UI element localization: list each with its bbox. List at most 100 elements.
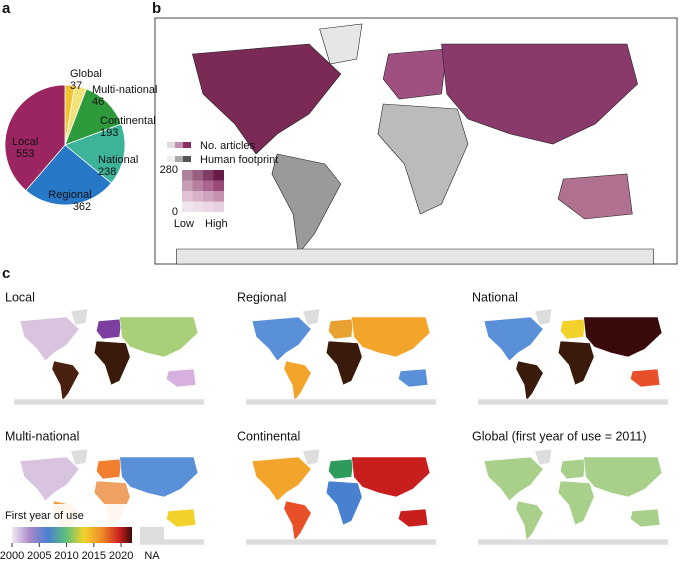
country-region	[325, 340, 363, 386]
country-region	[583, 456, 663, 498]
country-region	[70, 308, 89, 326]
legend-tick-label: 280	[160, 164, 178, 176]
colorbar	[12, 527, 132, 543]
country-region	[245, 398, 437, 406]
legend-label: High	[205, 218, 228, 230]
na-label: NA	[144, 550, 160, 562]
pie-slice	[4, 84, 66, 192]
legend-cell	[192, 201, 203, 212]
country-region	[557, 173, 633, 220]
legend-swatch	[175, 156, 183, 162]
country-region	[327, 458, 355, 480]
panel-letter: a	[2, 0, 11, 17]
panel-letter: b	[152, 0, 161, 17]
map-title: National	[472, 290, 518, 304]
colorbar-title: First year of use	[5, 510, 84, 522]
country-region	[95, 318, 123, 340]
country-region	[583, 316, 663, 358]
legend-cell	[203, 201, 214, 212]
country-region	[327, 318, 355, 340]
country-region	[19, 316, 80, 362]
country-region	[19, 456, 80, 502]
na-swatch	[140, 527, 164, 543]
country-region	[95, 458, 123, 480]
pie-slice	[64, 123, 126, 184]
legend-cell	[182, 191, 193, 202]
slice-label: Global	[70, 68, 102, 80]
slice-label: Multi-national	[92, 84, 157, 96]
panel-letter: c	[2, 265, 10, 282]
country-region	[515, 360, 544, 402]
legend-tick-label: 0	[172, 206, 178, 218]
pie-slice	[25, 144, 112, 206]
legend-cell	[203, 191, 214, 202]
legend-cell	[203, 180, 214, 191]
country-region	[477, 538, 669, 546]
map-title: Continental	[237, 429, 300, 443]
map-title: Regional	[237, 290, 286, 304]
country-region	[176, 248, 654, 265]
slice-value: 362	[73, 201, 91, 213]
country-region	[165, 368, 197, 388]
legend-cell	[213, 170, 224, 181]
world-map	[176, 23, 654, 265]
country-region	[351, 316, 431, 358]
legend-swatch	[175, 142, 183, 148]
country-region	[559, 458, 587, 480]
country-region	[557, 480, 595, 526]
world-map	[245, 308, 437, 406]
legend-swatch	[167, 142, 175, 148]
country-region	[13, 398, 205, 406]
slice-value: 553	[16, 148, 34, 160]
country-region	[629, 508, 661, 528]
colorbar-tick-label: 2010	[54, 550, 78, 562]
legend-cell	[213, 180, 224, 191]
country-region	[70, 448, 89, 466]
world-map	[245, 448, 437, 546]
world-map	[477, 308, 669, 406]
country-region	[377, 103, 469, 215]
slice-value: 37	[70, 80, 82, 92]
country-region	[302, 308, 321, 326]
map-title: Global (first year of use = 2011)	[472, 429, 647, 443]
slice-value: 193	[100, 127, 118, 139]
slice-label: Continental	[100, 115, 156, 127]
country-region	[325, 480, 363, 526]
country-region	[483, 316, 544, 362]
map-legend: No. articles Human footprint Low High 0 2…	[160, 140, 279, 230]
legend-swatch	[183, 142, 191, 148]
map-title: Multi-national	[5, 429, 79, 443]
country-region	[477, 398, 669, 406]
colorbar-ticks: 2000 2005 2010 2015 2020	[0, 543, 133, 562]
colorbar-tick-label: 2015	[82, 550, 106, 562]
slice-label: Regional	[48, 189, 91, 201]
country-region	[119, 456, 199, 498]
country-region	[302, 448, 321, 466]
legend-cell	[192, 170, 203, 181]
legend-label: Human footprint	[200, 154, 278, 166]
country-region	[93, 340, 131, 386]
country-region	[319, 23, 363, 65]
country-region	[382, 48, 448, 100]
country-region	[283, 500, 312, 542]
country-region	[397, 368, 429, 388]
country-region	[351, 456, 431, 498]
legend-cell	[192, 191, 203, 202]
country-region	[283, 360, 312, 402]
maps	[13, 23, 669, 546]
country-region	[119, 316, 199, 358]
slice-label: National	[98, 154, 138, 166]
country-region	[534, 448, 553, 466]
country-region	[245, 538, 437, 546]
world-map	[13, 308, 205, 406]
legend-cell	[213, 191, 224, 202]
legend-cell	[213, 201, 224, 212]
colorbar-tick-label: 2020	[109, 550, 133, 562]
country-region	[557, 340, 595, 386]
country-region	[441, 43, 638, 145]
country-region	[51, 360, 80, 402]
legend-label: Low	[174, 218, 194, 230]
country-region	[271, 153, 342, 255]
